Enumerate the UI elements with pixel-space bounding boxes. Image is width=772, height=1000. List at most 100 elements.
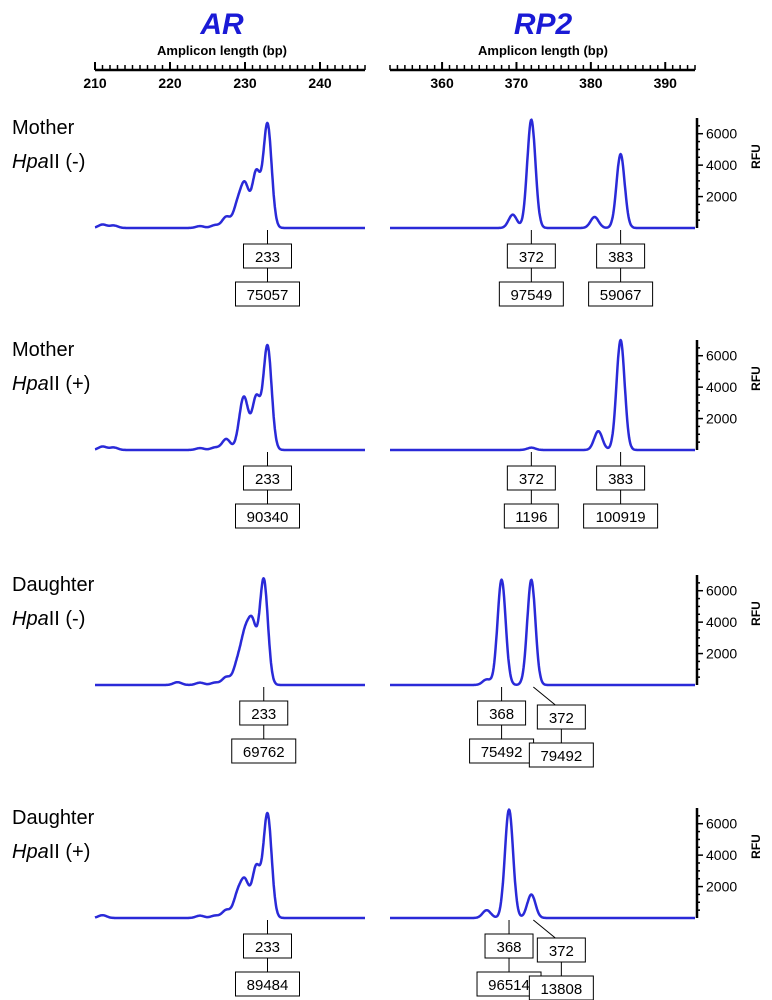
area-label: 90340 [247,509,289,526]
enzyme-suffix: II (+) [49,373,91,395]
enzyme-label: HpaII (+) [12,841,90,863]
trace-ar [94,121,366,230]
trace-rp2 [389,118,696,230]
sample-row: Daughter HpaII (+) 233 89484 368 96514 372 1380… [12,807,763,1000]
area-label: 97549 [510,287,552,304]
enzyme-suffix: II (+) [49,841,91,863]
rfu-axis-label: RFU [749,601,763,626]
size-label: 383 [608,249,633,266]
rfu-tick-label: 4000 [706,157,737,173]
area-label: 75057 [247,287,289,304]
trace-rp2 [389,338,696,452]
rfu-axis-label: RFU [749,144,763,169]
rfu-tick-label: 6000 [706,583,737,599]
trace-ar [94,811,366,920]
rfu-tick-label: 6000 [706,126,737,142]
rfu-axis: 2000 4000 6000 RFU [695,340,763,450]
size-label: 233 [255,471,280,488]
size-label: 372 [519,249,544,266]
sample-name: Daughter [12,807,95,829]
size-label: 233 [255,939,280,956]
trace-rp2 [389,578,696,687]
enzyme-prefix: Hpa [12,608,49,630]
area-box [231,738,297,764]
size-box [243,243,292,269]
enzyme-suffix: II (-) [49,608,86,630]
trace-rp2 [389,808,696,920]
area-box [528,742,594,768]
size-box [477,700,527,726]
x-tick-label: 220 [158,75,182,91]
area-label: 96514 [488,977,530,994]
area-box [588,281,654,307]
size-label: 368 [489,706,514,723]
x-tick-label: 230 [233,75,257,91]
sample-row: Mother HpaII (-) 233 75057 372 97549 383 59067 2… [12,117,763,307]
x-tick-label: 210 [83,75,107,91]
area-box [235,281,300,307]
area-box [498,281,564,307]
size-box [596,465,646,491]
x-axis-rp2: 360 370 380 390 [389,62,696,91]
size-box [506,465,556,491]
rfu-tick-label: 2000 [706,189,737,205]
x-axis-label-rp2: Amplicon length (bp) [478,43,608,58]
enzyme-prefix: Hpa [12,151,49,173]
size-label: 372 [549,943,574,960]
rfu-axis-label: RFU [749,366,763,391]
area-label: 89484 [247,977,289,994]
sample-name: Mother [12,117,75,139]
rfu-tick-label: 2000 [706,879,737,895]
size-label: 233 [255,249,280,266]
area-label: 59067 [600,287,642,304]
x-tick-label: 360 [430,75,454,91]
rfu-tick-label: 6000 [706,348,737,364]
x-tick-label: 380 [579,75,603,91]
area-label: 69762 [243,744,285,761]
sample-row: Daughter HpaII (-) 233 69762 368 75492 372 7949… [12,574,763,768]
x-axis-label-ar: Amplicon length (bp) [157,43,287,58]
area-box [528,975,594,1000]
size-label: 372 [519,471,544,488]
size-label: 368 [497,939,522,956]
enzyme-label: HpaII (-) [12,608,85,630]
x-tick-label: 390 [654,75,678,91]
x-tick-label: 370 [505,75,529,91]
area-box [469,738,535,764]
area-box [235,971,300,997]
rfu-tick-label: 2000 [706,411,737,427]
size-label: 383 [608,471,633,488]
rfu-tick-label: 2000 [706,646,737,662]
gene-title-rp2: RP2 [514,8,573,41]
rfu-tick-label: 6000 [706,816,737,832]
area-label: 79492 [540,748,582,765]
trace-ar [94,577,366,687]
rfu-axis: 2000 4000 6000 RFU [695,575,763,685]
size-box [596,243,646,269]
size-label: 233 [251,706,276,723]
trace-ar [94,343,366,452]
area-label: 1196 [515,509,547,526]
size-box [536,704,586,730]
size-box [243,465,292,491]
rfu-axis: 2000 4000 6000 RFU [695,118,763,228]
gene-title-ar: AR [199,8,244,41]
sample-name: Daughter [12,574,95,596]
rfu-axis: 2000 4000 6000 RFU [695,808,763,918]
sample-row: Mother HpaII (+) 233 90340 372 1196 383 100919 2… [12,338,763,529]
leader-line [533,919,556,939]
rfu-tick-label: 4000 [706,379,737,395]
rfu-axis-label: RFU [749,834,763,859]
x-tick-label: 240 [308,75,332,91]
enzyme-label: HpaII (+) [12,373,90,395]
enzyme-label: HpaII (-) [12,151,85,173]
area-label: 75492 [481,744,523,761]
area-box [503,503,559,529]
sample-name: Mother [12,339,75,361]
rfu-tick-label: 4000 [706,614,737,630]
enzyme-prefix: Hpa [12,841,49,863]
size-box [484,933,534,959]
size-box [239,700,289,726]
rfu-tick-label: 4000 [706,847,737,863]
leader-line [533,686,556,706]
